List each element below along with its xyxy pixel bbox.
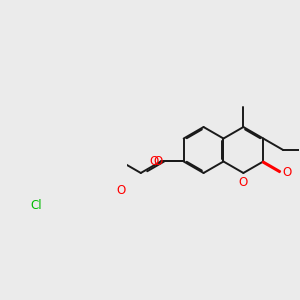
Text: O: O: [282, 166, 291, 179]
Text: O: O: [154, 155, 163, 168]
Text: O: O: [239, 176, 248, 189]
Text: O: O: [150, 155, 159, 168]
Text: Cl: Cl: [30, 199, 42, 212]
Text: O: O: [116, 184, 125, 197]
